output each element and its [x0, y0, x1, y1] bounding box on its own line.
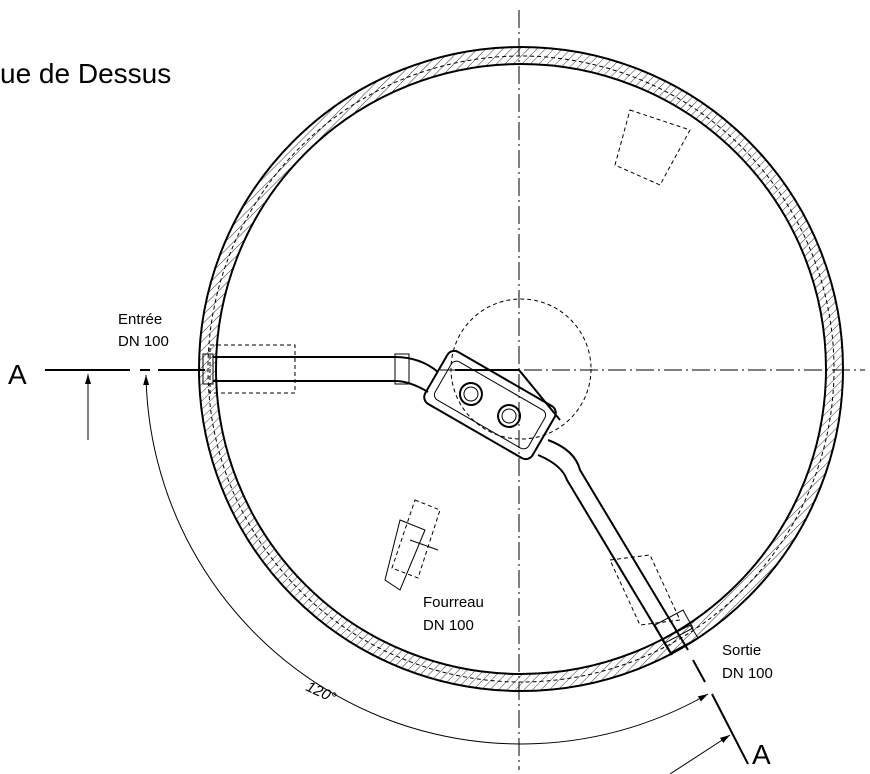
separator-box [421, 348, 558, 462]
view-title: ue de Dessus [0, 58, 171, 89]
top-view-drawing: ue de Dessus Entrée DN 100 A Fourreau DN… [0, 0, 870, 774]
section-label: A [752, 739, 771, 770]
inlet-size: DN 100 [118, 333, 169, 350]
inlet-pipe [203, 354, 438, 392]
outlet-label: Sortie [722, 642, 761, 659]
baffle [455, 370, 560, 420]
outlet-size: DN 100 [722, 665, 773, 682]
sleeve [385, 500, 440, 590]
angle-dimension [146, 375, 708, 744]
tank-wall [199, 47, 843, 691]
page: {"title": "ue de Dessus", "inlet": {"lab… [0, 0, 870, 774]
angle-label: 120° [303, 678, 338, 707]
hidden-box [610, 555, 680, 625]
outlet-pipe [538, 440, 698, 655]
section-label: A [8, 359, 27, 390]
hidden-box [615, 110, 690, 185]
hidden-inlet-sleeve [210, 345, 295, 393]
section-line [712, 694, 748, 764]
sleeve-label: Fourreau [423, 594, 484, 611]
section-arrow [670, 735, 730, 774]
section-line [693, 660, 705, 682]
inlet-label: Entrée [118, 311, 162, 328]
sleeve-size: DN 100 [423, 617, 474, 634]
